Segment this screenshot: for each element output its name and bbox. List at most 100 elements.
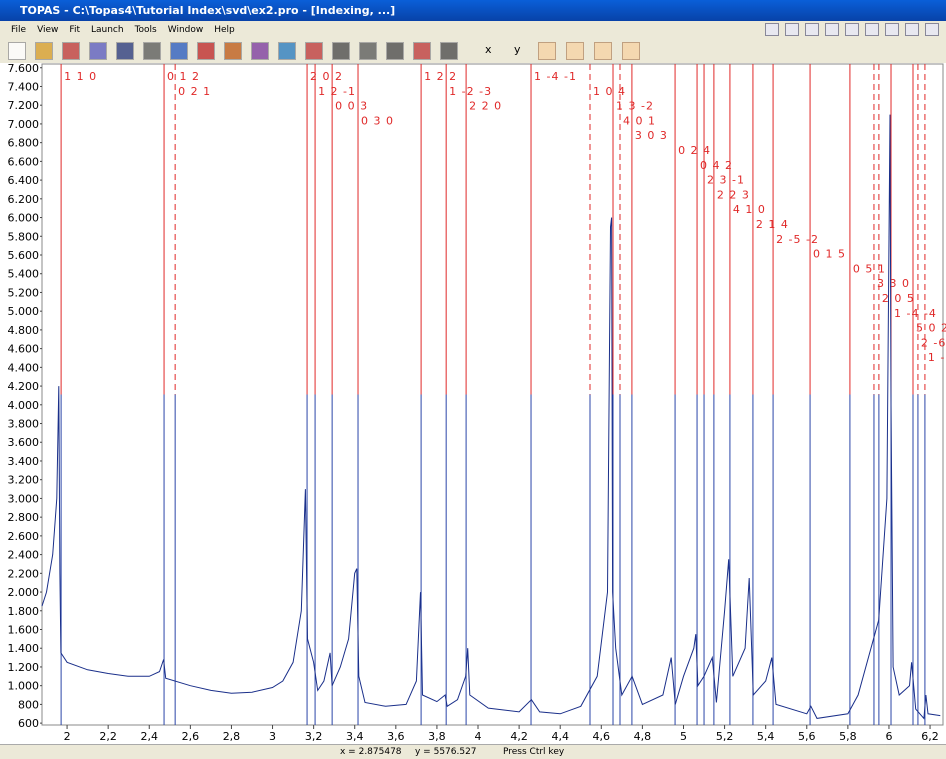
toolbar-button[interactable] [305,42,323,60]
toolbar-button[interactable] [35,42,53,60]
window-control[interactable] [925,23,939,36]
reflection-label: 4 0 1 [623,114,656,127]
status-bar: x = 2.875478 y = 5576.527 Press Ctrl key [0,744,946,759]
toolbar-button[interactable] [224,42,242,60]
x-tick-label: 5,4 [757,730,775,743]
toolbar-button[interactable] [359,42,377,60]
toolbar-button[interactable] [278,42,296,60]
x-tick-label: 4,8 [634,730,652,743]
reflection-label: 1 -4 -4 [894,307,937,320]
toolbar-button[interactable] [538,42,556,60]
toolbar-button[interactable] [8,42,26,60]
status-field: y = 5576.527 [415,747,477,757]
y-tick-label: 3.800 [8,418,40,431]
y-tick-label: 1.400 [8,642,40,655]
y-tick-label: 6.400 [8,174,40,187]
window-control[interactable] [845,23,859,36]
toolbar-button[interactable]: x [485,43,492,56]
x-tick-label: 2,2 [99,730,117,743]
menu-item[interactable]: Window [167,25,204,35]
status-field: Press Ctrl key [503,747,565,757]
reflection-label: 2 2 0 [469,100,502,113]
x-tick-label: 3,6 [387,730,405,743]
toolbar-button[interactable] [116,42,134,60]
toolbar-button[interactable] [143,42,161,60]
toolbar-button[interactable] [170,42,188,60]
toolbar-button[interactable] [62,42,80,60]
y-tick-label: 5.600 [8,249,40,262]
y-tick-label: 3.400 [8,455,40,468]
x-tick-label: 2,6 [182,730,200,743]
menu-item[interactable]: Help [214,25,235,35]
window-control[interactable] [825,23,839,36]
window-control[interactable] [805,23,819,36]
window-control[interactable] [905,23,919,36]
y-tick-label: 2.000 [8,586,40,599]
toolbar-button[interactable] [566,42,584,60]
reflection-label: 2 -6 [921,336,946,349]
toolbar-button[interactable] [386,42,404,60]
toolbar-button[interactable] [413,42,431,60]
x-tick-label: 5 [680,730,687,743]
reflection-label: 2 -5 -2 [776,233,819,246]
x-tick-label: 3,2 [305,730,323,743]
x-tick-label: 4,6 [593,730,611,743]
menu-item[interactable]: File [11,25,27,35]
toolbar-button[interactable] [594,42,612,60]
y-tick-label: 6.600 [8,155,40,168]
window-control[interactable] [765,23,779,36]
reflection-label: 2 2 3 [717,188,750,201]
menu-item[interactable]: View [37,25,59,35]
toolbar-button[interactable] [332,42,350,60]
reflection-label: 0 5 1 [853,262,886,275]
reflection-label: 0 3 0 [361,114,394,127]
reflection-label: 2 1 4 [756,218,789,231]
x-tick-label: 2,8 [223,730,241,743]
pattern-line [41,114,941,720]
y-tick-label: 5.200 [8,286,40,299]
status-field: x = 2.875478 [340,747,402,757]
y-tick-label: 1.800 [8,605,40,618]
y-tick-label: 2.800 [8,511,40,524]
window-control[interactable] [885,23,899,36]
y-tick-label: 1.000 [8,680,40,693]
toolbar-button[interactable] [622,42,640,60]
x-tick-label: 3 [269,730,276,743]
reflection-label: 1 1 0 [64,70,97,83]
y-tick-label: 5.800 [8,230,40,243]
toolbar-button[interactable] [89,42,107,60]
y-tick-label: 800 [18,698,39,711]
menu-item[interactable]: Tools [134,25,157,35]
y-tick-label: 6.200 [8,193,40,206]
y-tick-label: 5.000 [8,305,40,318]
toolbar-button[interactable] [251,42,269,60]
toolbar-button[interactable]: y [514,43,521,56]
menu-item[interactable]: Fit [69,25,80,35]
reflection-label: 1 -4 -1 [534,70,577,83]
reflection-label: 2 3 -1 [707,174,745,187]
x-tick-label: 6 [885,730,892,743]
window-control[interactable] [865,23,879,36]
reflection-label: 0 1 5 [813,248,846,261]
x-tick-label: 2 [64,730,71,743]
x-tick-label: 4,4 [551,730,569,743]
x-tick-label: 5,8 [839,730,857,743]
reflection-label: 1 2 2 [424,70,457,83]
y-tick-label: 2.400 [8,549,40,562]
y-tick-label: 7.000 [8,118,40,131]
x-tick-label: 5,2 [716,730,734,743]
y-tick-label: 3.600 [8,436,40,449]
reflection-label: 1 3 -2 [616,100,654,113]
x-tick-label: 3,4 [346,730,364,743]
toolbar-button[interactable] [197,42,215,60]
menu-item[interactable]: Launch [90,25,124,35]
window-title: TOPAS - C:\Topas4\Tutorial Index\svd\ex2… [20,4,396,17]
window-control[interactable] [785,23,799,36]
reflection-label: 1 2 -1 [318,85,356,98]
plot: 600 800 1.000 1.200 1.400 1.600 1.800 2.000 2.20… [0,63,946,744]
y-tick-label: 6.000 [8,212,40,225]
plot-frame [41,63,944,726]
reflection-label: 3 3 0 [877,277,910,290]
toolbar-button[interactable] [440,42,458,60]
